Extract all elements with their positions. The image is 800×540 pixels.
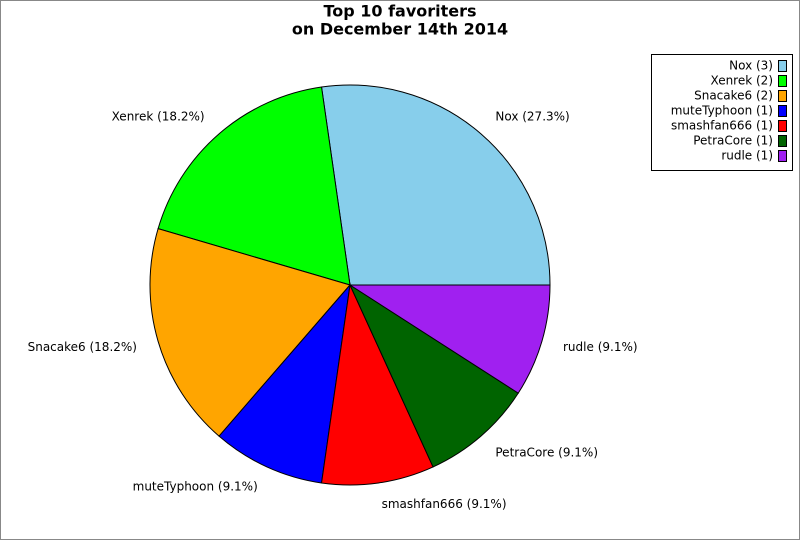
legend-swatch <box>778 75 787 87</box>
chart-title: Top 10 favoriters <box>323 2 476 21</box>
pie-slice <box>348 284 551 394</box>
slice-label: Nox (27.3%) <box>495 110 569 124</box>
pie-slice <box>320 283 434 486</box>
slice-label: Xenrek (18.2%) <box>112 110 205 124</box>
legend-swatch <box>778 105 787 117</box>
legend-swatch <box>778 90 787 102</box>
legend-label: rudle (1) <box>721 149 773 163</box>
legend-label: Nox (3) <box>729 59 773 73</box>
slice-label: smashfan666 (9.1%) <box>382 497 507 511</box>
pie-slice <box>218 283 351 484</box>
pie-slice <box>348 283 519 468</box>
legend-label: muteTyphoon (1) <box>671 104 773 118</box>
legend-swatch <box>778 135 787 147</box>
pie-slice <box>157 86 351 286</box>
legend-label: smashfan666 (1) <box>671 119 773 133</box>
legend-swatch <box>778 150 787 162</box>
pie-slice <box>149 228 351 437</box>
legend-label: Snacake6 (2) <box>694 89 773 103</box>
slice-label: PetraCore (9.1%) <box>495 445 598 459</box>
slice-label: Snacake6 (18.2%) <box>28 340 137 354</box>
slice-label: rudle (9.1%) <box>563 340 638 354</box>
pie-slice <box>320 84 551 286</box>
legend-box <box>651 54 793 171</box>
legend-swatch <box>778 60 787 72</box>
chart-subtitle: on December 14th 2014 <box>292 20 508 39</box>
legend-label: PetraCore (1) <box>693 134 773 148</box>
legend-swatch <box>778 120 787 132</box>
slice-label: muteTyphoon (9.1%) <box>133 479 258 493</box>
legend-label: Xenrek (2) <box>711 74 773 88</box>
